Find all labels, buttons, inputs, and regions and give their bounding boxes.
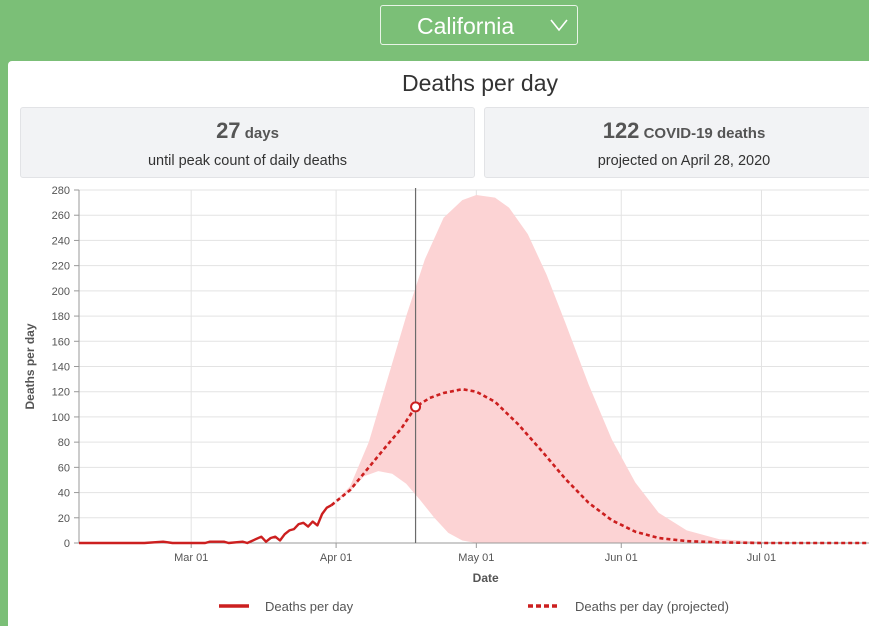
series-projected-line [330, 387, 869, 545]
legend: Deaths per day Deaths per day (projected… [219, 599, 729, 614]
peak-days-unit: days [244, 125, 279, 142]
peak-deaths-unit: COVID-19 deaths [643, 125, 766, 142]
y-tick-label: 160 [52, 336, 70, 348]
legend-actual-label: Deaths per day [265, 599, 354, 614]
peak-deaths-card: 122 COVID-19 deaths projected on April 2… [484, 107, 869, 178]
y-tick-label: 100 [52, 412, 70, 424]
y-tick-label: 240 [52, 235, 70, 247]
series-actual-line [79, 504, 332, 545]
y-tick-label: 60 [58, 462, 70, 474]
uncertainty-band [331, 195, 869, 543]
y-tick-label: 260 [52, 210, 70, 222]
deaths-chart: 020406080100120140160180200220240260280 … [23, 185, 869, 614]
y-tick-label: 200 [52, 286, 70, 298]
x-tick-labels: Mar 01 Apr 01 May 01 Jun 01 Jul 01 [174, 552, 776, 564]
x-axis-label: Date [473, 571, 499, 585]
chart-title: Deaths per day [402, 70, 558, 96]
y-tick-label: 140 [52, 362, 70, 374]
y-tick-label: 120 [52, 387, 70, 399]
y-tick-label: 220 [52, 261, 70, 273]
x-tick-label: Apr 01 [320, 552, 352, 564]
peak-deaths-value: 122 [602, 118, 640, 143]
peak-days-caption: until peak count of daily deaths [147, 153, 348, 169]
y-tick-label: 80 [58, 437, 70, 449]
state-select-value: California [417, 13, 515, 39]
y-tick-label: 280 [52, 185, 70, 197]
legend-projected-label: Deaths per day (projected) [575, 599, 729, 614]
x-tick-label: Jun 01 [605, 552, 638, 564]
peak-deaths-caption: projected on April 28, 2020 [597, 153, 771, 169]
chevron-down-icon [550, 19, 568, 32]
y-tick-label: 180 [52, 311, 70, 323]
peak-days-card: 27 days until peak count of daily deaths [20, 107, 475, 178]
top-bar: California [0, 0, 869, 55]
x-tick-label: May 01 [458, 552, 494, 564]
y-axis-label: Deaths per day [23, 323, 37, 409]
today-marker-point[interactable] [410, 401, 422, 413]
y-tick-label: 40 [58, 488, 70, 500]
y-tick-label: 0 [64, 538, 70, 550]
peak-days-value: 27 [216, 118, 241, 143]
y-tick-labels: 0 20 40 60 80 100 120 140 160 180 200 220 240 260 280 [52, 185, 70, 550]
x-tick-label: Mar 01 [174, 552, 208, 564]
y-tick-label: 20 [58, 513, 70, 525]
x-tick-label: Jul 01 [747, 552, 776, 564]
state-select[interactable]: California [380, 5, 578, 45]
